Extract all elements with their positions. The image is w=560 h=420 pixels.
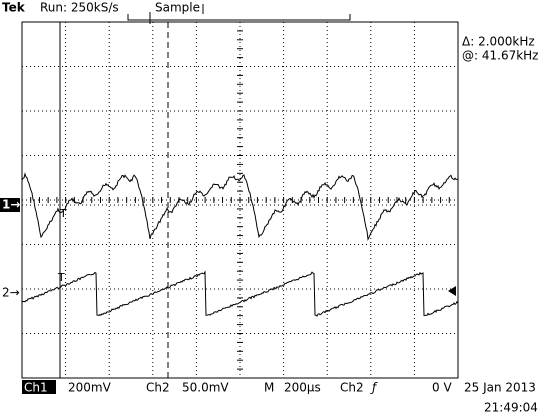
ch1-marker-box — [0, 198, 20, 212]
ch2-waveform — [21, 270, 459, 317]
time-scale: 200µs — [284, 381, 321, 395]
time: 21:49:04 — [484, 401, 538, 415]
ch1-label: Ch1 — [24, 381, 48, 395]
acq-status: Run: 250kS/s — [40, 1, 119, 15]
trigger-level-marker — [448, 286, 456, 296]
cursor-frequency: @: 41.67kHz — [462, 49, 538, 63]
cursor-t1: T — [59, 207, 67, 220]
acq-mode: Sample — [155, 1, 200, 15]
date: 25 Jan 2013 — [464, 381, 536, 395]
trigger-slope: ƒ — [370, 381, 378, 395]
graticule-border — [21, 21, 459, 379]
graticule — [21, 21, 458, 379]
brand: Tek — [2, 1, 26, 15]
trigger-level: 0 V — [432, 381, 452, 395]
ch1-waveform — [21, 172, 459, 242]
cursor-delta: Δ: 2.000kHz — [462, 35, 535, 49]
ch1-scale: 200mV — [68, 381, 112, 395]
time-label: M — [264, 381, 274, 395]
ch2-marker: 2→ — [2, 286, 20, 300]
cursor-t2: T — [57, 271, 65, 284]
ch2-scale: 50.0mV — [182, 381, 229, 395]
trigger-source: Ch2 — [340, 381, 364, 395]
ch2-label: Ch2 — [146, 381, 170, 395]
ch1-label-box — [22, 380, 56, 394]
ch1-marker: 1→ — [2, 198, 20, 212]
